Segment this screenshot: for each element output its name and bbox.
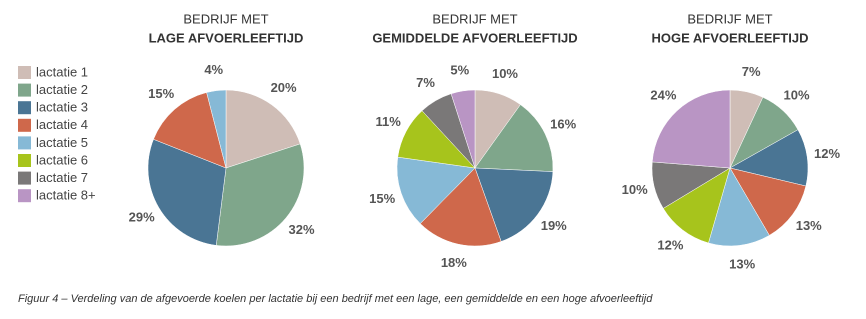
legend-swatch: [18, 83, 31, 97]
chart-title: BEDRIJF MET: [183, 11, 268, 26]
legend-swatch: [18, 136, 31, 150]
chart-title: BEDRIJF MET: [687, 11, 772, 26]
pie-slice: [215, 143, 305, 247]
chart-title: BEDRIJF MET: [432, 11, 517, 26]
pie-slice: [729, 167, 807, 236]
legend-label: lactatie 7: [36, 170, 88, 185]
data-label: 12%: [814, 146, 840, 161]
chart-subtitle: GEMIDDELDE AFVOERLEEFTIJD: [372, 30, 577, 45]
data-label: 7%: [742, 64, 761, 79]
data-label: 18%: [441, 255, 467, 270]
pie-slice: [450, 89, 476, 169]
caption: Figuur 4 – Verdeling van de afgevoerde k…: [18, 293, 653, 305]
legend-label: lactatie 3: [36, 100, 88, 115]
pie-slice: [225, 89, 301, 169]
data-label: 16%: [550, 117, 576, 132]
data-label: 10%: [492, 66, 518, 81]
data-label: 15%: [369, 191, 395, 206]
pie-slice: [708, 167, 770, 247]
data-label: 32%: [288, 222, 314, 237]
pie-slice: [651, 89, 731, 169]
legend-swatch: [18, 118, 31, 132]
chart-subtitle: LAGE AFVOERLEEFTIJD: [149, 30, 304, 45]
data-label: 11%: [376, 114, 402, 129]
data-label: 20%: [271, 80, 297, 95]
pie-slice: [419, 167, 502, 247]
data-label: 12%: [657, 237, 683, 252]
data-label: 13%: [796, 218, 822, 233]
pie-slice: [474, 104, 554, 172]
legend-swatch: [18, 171, 31, 185]
legend-swatch: [18, 66, 31, 79]
legend-label: lactatie 8+: [36, 188, 96, 203]
pie-slice: [474, 167, 554, 242]
legend-label: lactatie 6: [36, 152, 88, 167]
pie-slice: [153, 92, 227, 169]
data-label: 19%: [541, 218, 567, 233]
data-label: 5%: [450, 63, 469, 78]
data-label: 10%: [784, 87, 810, 102]
legend-label: lactatie 4: [36, 117, 88, 132]
legend-swatch: [18, 189, 31, 203]
data-label: 15%: [148, 86, 174, 101]
data-label: 4%: [204, 62, 223, 77]
legend-swatch: [18, 101, 31, 115]
legend-swatch: [18, 154, 31, 167]
data-label: 13%: [729, 257, 755, 272]
pie-slice: [396, 156, 476, 224]
legend-label: lactatie 1: [36, 64, 88, 79]
pie-slice: [147, 138, 227, 246]
data-label: 10%: [622, 182, 648, 197]
data-label: 29%: [129, 209, 155, 224]
data-label: 24%: [650, 87, 676, 102]
legend-label: lactatie 5: [36, 135, 88, 150]
pie-slice: [206, 89, 227, 169]
chart-subtitle: HOGE AFVOERLEEFTIJD: [652, 30, 809, 45]
legend-label: lactatie 2: [36, 82, 88, 97]
data-label: 7%: [416, 75, 435, 90]
